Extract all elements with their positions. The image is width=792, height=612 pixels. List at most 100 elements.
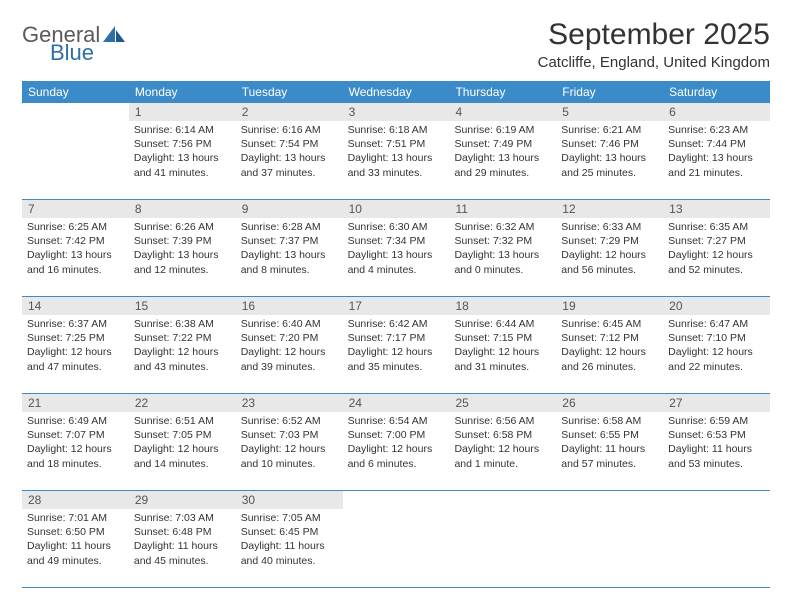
daylight-text: Daylight: 12 hours and 31 minutes. xyxy=(454,345,551,373)
day-cell: Sunrise: 6:16 AMSunset: 7:54 PMDaylight:… xyxy=(236,121,343,199)
daylight-text: Daylight: 12 hours and 52 minutes. xyxy=(668,248,765,276)
day-cell xyxy=(556,509,663,587)
day-number: 21 xyxy=(22,394,129,412)
day-number: 26 xyxy=(556,394,663,412)
day-cell: Sunrise: 6:28 AMSunset: 7:37 PMDaylight:… xyxy=(236,218,343,296)
day-number-row: 123456 xyxy=(22,103,770,121)
sunrise-text: Sunrise: 6:30 AM xyxy=(348,220,445,234)
daylight-text: Daylight: 12 hours and 10 minutes. xyxy=(241,442,338,470)
logo: General Blue xyxy=(22,18,127,64)
weekday-header: Wednesday xyxy=(343,81,450,103)
sunset-text: Sunset: 7:10 PM xyxy=(668,331,765,345)
day-number-row: 14151617181920 xyxy=(22,297,770,315)
sunrise-text: Sunrise: 6:52 AM xyxy=(241,414,338,428)
day-cell: Sunrise: 6:42 AMSunset: 7:17 PMDaylight:… xyxy=(343,315,450,393)
day-number: 19 xyxy=(556,297,663,315)
sunrise-text: Sunrise: 6:49 AM xyxy=(27,414,124,428)
sunrise-text: Sunrise: 6:21 AM xyxy=(561,123,658,137)
sunset-text: Sunset: 7:07 PM xyxy=(27,428,124,442)
day-cell: Sunrise: 6:37 AMSunset: 7:25 PMDaylight:… xyxy=(22,315,129,393)
day-cell: Sunrise: 6:33 AMSunset: 7:29 PMDaylight:… xyxy=(556,218,663,296)
day-cell: Sunrise: 6:18 AMSunset: 7:51 PMDaylight:… xyxy=(343,121,450,199)
logo-sail-icon xyxy=(101,24,127,44)
day-cell: Sunrise: 7:01 AMSunset: 6:50 PMDaylight:… xyxy=(22,509,129,587)
sunrise-text: Sunrise: 6:37 AM xyxy=(27,317,124,331)
sunset-text: Sunset: 6:48 PM xyxy=(134,525,231,539)
weekday-header: Friday xyxy=(556,81,663,103)
sunset-text: Sunset: 7:15 PM xyxy=(454,331,551,345)
day-cell: Sunrise: 6:59 AMSunset: 6:53 PMDaylight:… xyxy=(663,412,770,490)
sunset-text: Sunset: 6:50 PM xyxy=(27,525,124,539)
daylight-text: Daylight: 11 hours and 53 minutes. xyxy=(668,442,765,470)
daylight-text: Daylight: 12 hours and 39 minutes. xyxy=(241,345,338,373)
calendar: Sunday Monday Tuesday Wednesday Thursday… xyxy=(22,81,770,588)
sunset-text: Sunset: 7:34 PM xyxy=(348,234,445,248)
sunrise-text: Sunrise: 6:42 AM xyxy=(348,317,445,331)
daylight-text: Daylight: 11 hours and 40 minutes. xyxy=(241,539,338,567)
day-number: 11 xyxy=(449,200,556,218)
sunrise-text: Sunrise: 6:56 AM xyxy=(454,414,551,428)
sunrise-text: Sunrise: 6:45 AM xyxy=(561,317,658,331)
sunset-text: Sunset: 7:03 PM xyxy=(241,428,338,442)
day-number: 13 xyxy=(663,200,770,218)
day-number xyxy=(556,491,663,509)
day-number: 6 xyxy=(663,103,770,121)
week-row: Sunrise: 7:01 AMSunset: 6:50 PM Daylight:… xyxy=(22,509,770,588)
sunset-text: Sunset: 7:00 PM xyxy=(348,428,445,442)
day-cell: Sunrise: 6:25 AMSunset: 7:42 PMDaylight:… xyxy=(22,218,129,296)
day-number: 17 xyxy=(343,297,450,315)
day-number: 28 xyxy=(22,491,129,509)
sunset-text: Sunset: 7:44 PM xyxy=(668,137,765,151)
day-number: 23 xyxy=(236,394,343,412)
sunrise-text: Sunrise: 6:35 AM xyxy=(668,220,765,234)
day-number: 15 xyxy=(129,297,236,315)
week-row: Sunrise: 6:37 AMSunset: 7:25 PMDaylight:… xyxy=(22,315,770,394)
day-cell: Sunrise: 6:47 AMSunset: 7:10 PMDaylight:… xyxy=(663,315,770,393)
day-number xyxy=(449,491,556,509)
day-number: 3 xyxy=(343,103,450,121)
sunrise-text: Sunrise: 6:54 AM xyxy=(348,414,445,428)
daylight-text: Daylight: 12 hours and 26 minutes. xyxy=(561,345,658,373)
sunrise-text: Sunrise: 6:18 AM xyxy=(348,123,445,137)
day-cell: Sunrise: 6:52 AMSunset: 7:03 PMDaylight:… xyxy=(236,412,343,490)
sunset-text: Sunset: 7:49 PM xyxy=(454,137,551,151)
weekday-header: Sunday xyxy=(22,81,129,103)
daylight-text: Daylight: 13 hours and 16 minutes. xyxy=(27,248,124,276)
sunrise-text: Sunrise: 6:47 AM xyxy=(668,317,765,331)
logo-text: General Blue xyxy=(22,24,127,64)
daylight-text: Daylight: 13 hours and 0 minutes. xyxy=(454,248,551,276)
daylight-text: Daylight: 12 hours and 47 minutes. xyxy=(27,345,124,373)
sunset-text: Sunset: 6:55 PM xyxy=(561,428,658,442)
day-number: 16 xyxy=(236,297,343,315)
sunrise-text: Sunrise: 6:25 AM xyxy=(27,220,124,234)
daylight-text: Daylight: 13 hours and 21 minutes. xyxy=(668,151,765,179)
weekday-header: Tuesday xyxy=(236,81,343,103)
sunset-text: Sunset: 6:58 PM xyxy=(454,428,551,442)
day-cell: Sunrise: 6:54 AMSunset: 7:00 PMDaylight:… xyxy=(343,412,450,490)
day-cell: Sunrise: 6:21 AMSunset: 7:46 PMDaylight:… xyxy=(556,121,663,199)
sunset-text: Sunset: 7:05 PM xyxy=(134,428,231,442)
day-number-row: 78910111213 xyxy=(22,200,770,218)
sunset-text: Sunset: 7:17 PM xyxy=(348,331,445,345)
day-number-row: 282930 xyxy=(22,491,770,509)
sunrise-text: Sunrise: 7:01 AM xyxy=(27,511,124,525)
weekday-header-row: Sunday Monday Tuesday Wednesday Thursday… xyxy=(22,81,770,103)
day-cell xyxy=(22,121,129,199)
day-cell: Sunrise: 6:38 AMSunset: 7:22 PMDaylight:… xyxy=(129,315,236,393)
sunset-text: Sunset: 7:12 PM xyxy=(561,331,658,345)
sunset-text: Sunset: 7:25 PM xyxy=(27,331,124,345)
sunset-text: Sunset: 7:42 PM xyxy=(27,234,124,248)
sunrise-text: Sunrise: 6:14 AM xyxy=(134,123,231,137)
sunset-text: Sunset: 7:29 PM xyxy=(561,234,658,248)
sunset-text: Sunset: 7:37 PM xyxy=(241,234,338,248)
daylight-text: Daylight: 13 hours and 8 minutes. xyxy=(241,248,338,276)
day-cell: Sunrise: 7:05 AMSunset: 6:45 PMDaylight:… xyxy=(236,509,343,587)
day-cell: Sunrise: 6:49 AMSunset: 7:07 PMDaylight:… xyxy=(22,412,129,490)
sunrise-text: Sunrise: 6:28 AM xyxy=(241,220,338,234)
day-cell: Sunrise: 6:14 AMSunset: 7:56 PMDaylight:… xyxy=(129,121,236,199)
day-number xyxy=(343,491,450,509)
daylight-text: Daylight: 13 hours and 12 minutes. xyxy=(134,248,231,276)
sunrise-text: Sunrise: 6:33 AM xyxy=(561,220,658,234)
day-number: 24 xyxy=(343,394,450,412)
day-cell xyxy=(343,509,450,587)
